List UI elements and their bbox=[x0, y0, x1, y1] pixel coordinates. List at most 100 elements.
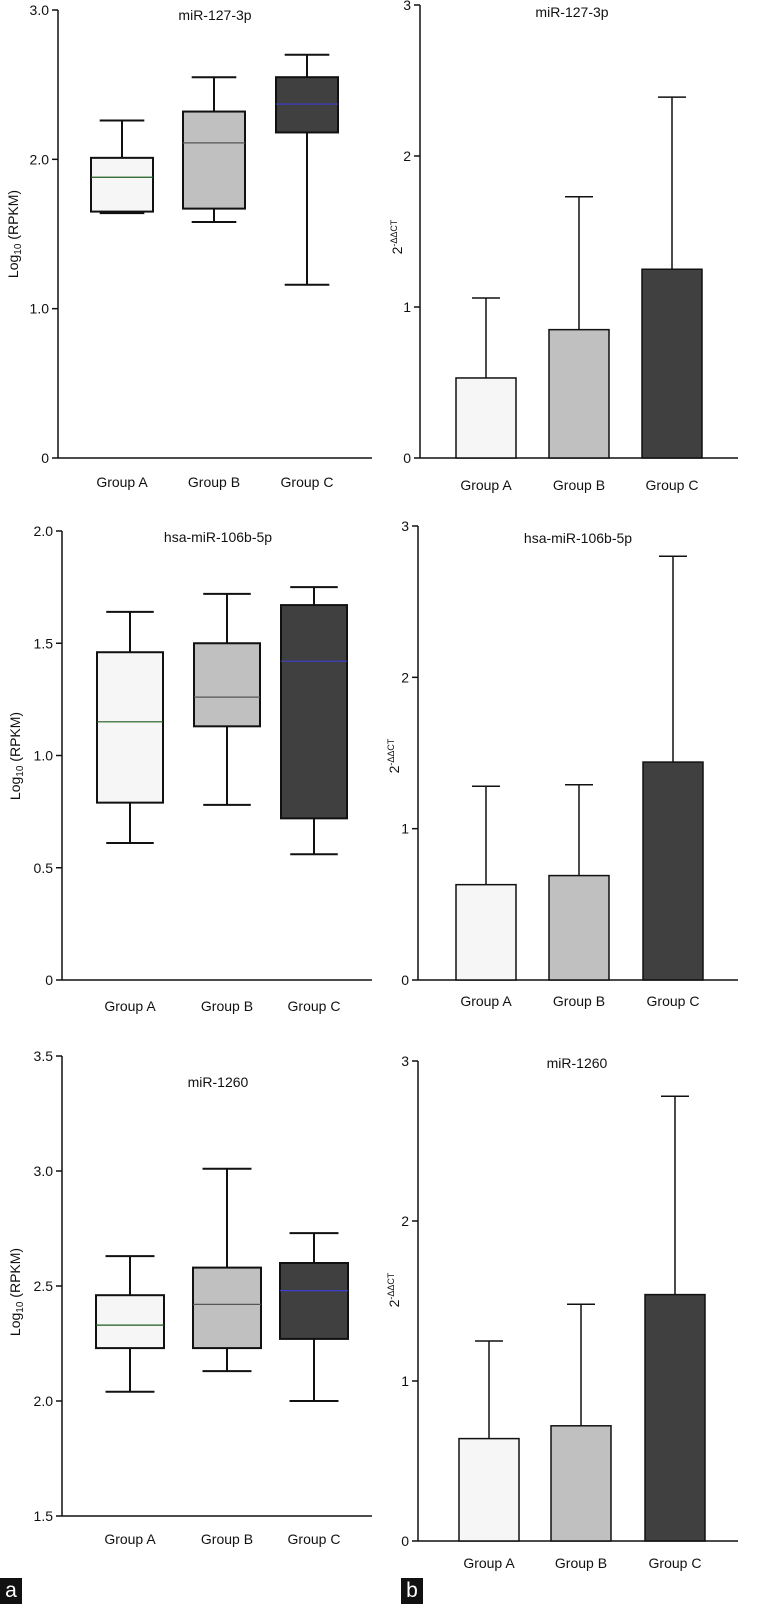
box-iqr bbox=[95, 1294, 165, 1350]
box-iqr bbox=[280, 604, 348, 820]
box-group-1 bbox=[90, 119, 154, 215]
bar bbox=[644, 1293, 706, 1542]
x-tick-label: Group C bbox=[288, 1531, 341, 1547]
bar-group-3 bbox=[644, 1095, 706, 1542]
x-tick-label: Group B bbox=[555, 1555, 607, 1571]
bar bbox=[641, 268, 703, 459]
y-tick-label: 2 bbox=[403, 148, 411, 164]
chart-title: miR-1260 bbox=[188, 1074, 249, 1090]
x-tick-label: Group C bbox=[649, 1555, 702, 1571]
chart-6: 0 1 2 3 miR-1260 2-ΔΔCT Group A Group B Group C bbox=[386, 1053, 738, 1571]
y-tick-label: 2.0 bbox=[34, 1393, 54, 1409]
chart-4: 0 1 2 3 hsa-miR-106b-5p 2-ΔΔCT Group A Group B G… bbox=[386, 518, 738, 1009]
bar-group-1 bbox=[458, 1340, 520, 1542]
box-group-2 bbox=[192, 1167, 262, 1373]
y-axis-label: Log10 (RPKM) bbox=[7, 712, 26, 800]
y-tick-label: 1 bbox=[403, 299, 411, 315]
x-tick-label: Group A bbox=[460, 477, 512, 493]
y-tick-label: 3.0 bbox=[34, 1163, 54, 1179]
bar-group-2 bbox=[550, 1303, 612, 1542]
y-axis-label: Log10 (RPKM) bbox=[7, 1248, 26, 1336]
chart-1: 0 1.0 2.0 3.0 miR-127-3p Log10 (RPKM) Group A G… bbox=[5, 2, 372, 490]
bar-group-1 bbox=[455, 785, 517, 981]
y-axis-label: Log10 (RPKM) bbox=[5, 190, 24, 278]
chart-title: miR-127-3p bbox=[535, 4, 608, 20]
box-group-3 bbox=[275, 53, 339, 286]
y-tick-label: 0 bbox=[401, 1533, 409, 1549]
panel-label-b: b bbox=[401, 1578, 423, 1604]
x-tick-label: Group C bbox=[646, 477, 699, 493]
y-tick-label: 1.0 bbox=[34, 748, 54, 764]
panel-label-a: a bbox=[0, 1578, 22, 1604]
y-tick-label: 3 bbox=[401, 518, 409, 534]
box-group-1 bbox=[96, 610, 164, 845]
box-group-1 bbox=[95, 1255, 165, 1393]
bar bbox=[455, 377, 517, 459]
bar-group-2 bbox=[548, 784, 610, 981]
box-group-3 bbox=[280, 586, 348, 856]
y-tick-label: 1 bbox=[401, 821, 409, 837]
y-tick-label: 2.5 bbox=[34, 1278, 54, 1294]
y-tick-label: 0 bbox=[401, 972, 409, 988]
x-tick-label: Group A bbox=[460, 993, 512, 1009]
y-tick-label: 3.0 bbox=[30, 2, 50, 18]
x-tick-label: Group B bbox=[201, 1531, 253, 1547]
x-tick-label: Group A bbox=[104, 1531, 156, 1547]
y-axis-label: 2-ΔΔCT bbox=[389, 219, 405, 254]
y-tick-label: 2.0 bbox=[34, 523, 54, 539]
bar bbox=[548, 328, 610, 459]
y-tick-label: 0.5 bbox=[34, 860, 54, 876]
y-tick-label: 0 bbox=[45, 972, 53, 988]
box-iqr bbox=[275, 76, 339, 134]
chart-title: miR-127-3p bbox=[178, 7, 251, 23]
bar bbox=[458, 1437, 520, 1542]
bar-group-3 bbox=[642, 555, 704, 981]
chart-2: 0 1 2 3 miR-127-3p 2-ΔΔCT Group A Group B Group … bbox=[389, 0, 738, 493]
y-tick-label: 3 bbox=[401, 1053, 409, 1069]
box-group-2 bbox=[182, 76, 246, 224]
bar bbox=[642, 761, 704, 981]
chart-3: 0 0.5 1.0 1.5 2.0 hsa-miR-106b-5p Log10 (RPKM)… bbox=[7, 523, 372, 1014]
bar bbox=[455, 883, 517, 981]
y-tick-label: 0 bbox=[403, 450, 411, 466]
bar bbox=[550, 1425, 612, 1542]
box-iqr bbox=[96, 651, 164, 804]
x-tick-label: Group C bbox=[647, 993, 700, 1009]
x-tick-label: Group B bbox=[553, 477, 605, 493]
x-tick-label: Group C bbox=[281, 474, 334, 490]
y-tick-label: 3 bbox=[403, 0, 411, 13]
chart-title: hsa-miR-106b-5p bbox=[164, 529, 272, 545]
y-tick-label: 1.5 bbox=[34, 635, 54, 651]
bar-group-1 bbox=[455, 297, 517, 459]
x-tick-label: Group B bbox=[188, 474, 240, 490]
box-iqr bbox=[192, 1266, 262, 1350]
bar bbox=[548, 874, 610, 981]
box-iqr bbox=[193, 642, 261, 728]
box-group-3 bbox=[279, 1232, 349, 1402]
x-tick-label: Group A bbox=[463, 1555, 515, 1571]
y-axis-label: 2-ΔΔCT bbox=[386, 738, 402, 773]
chart-title: hsa-miR-106b-5p bbox=[524, 530, 632, 546]
y-tick-label: 2 bbox=[401, 1213, 409, 1229]
y-tick-label: 0 bbox=[41, 450, 49, 466]
chart-title: miR-1260 bbox=[547, 1055, 608, 1071]
y-tick-label: 3.5 bbox=[34, 1048, 54, 1064]
x-tick-label: Group C bbox=[288, 998, 341, 1014]
box-group-2 bbox=[193, 592, 261, 806]
y-tick-label: 1 bbox=[401, 1373, 409, 1389]
x-tick-label: Group B bbox=[553, 993, 605, 1009]
y-tick-label: 1.0 bbox=[30, 301, 50, 317]
box-iqr bbox=[90, 156, 154, 213]
x-tick-label: Group B bbox=[201, 998, 253, 1014]
y-tick-label: 1.5 bbox=[34, 1508, 54, 1524]
y-axis-label: 2-ΔΔCT bbox=[386, 1272, 402, 1307]
box-iqr bbox=[279, 1262, 349, 1340]
box-iqr bbox=[182, 110, 246, 210]
bar-group-3 bbox=[641, 96, 703, 459]
y-tick-label: 2.0 bbox=[30, 151, 50, 167]
x-tick-label: Group A bbox=[104, 998, 156, 1014]
bar-group-2 bbox=[548, 196, 610, 459]
chart-5: 1.5 2.0 2.5 3.0 3.5 miR-1260 Log10 (RPKM) Group… bbox=[7, 1048, 372, 1547]
y-tick-label: 2 bbox=[401, 669, 409, 685]
